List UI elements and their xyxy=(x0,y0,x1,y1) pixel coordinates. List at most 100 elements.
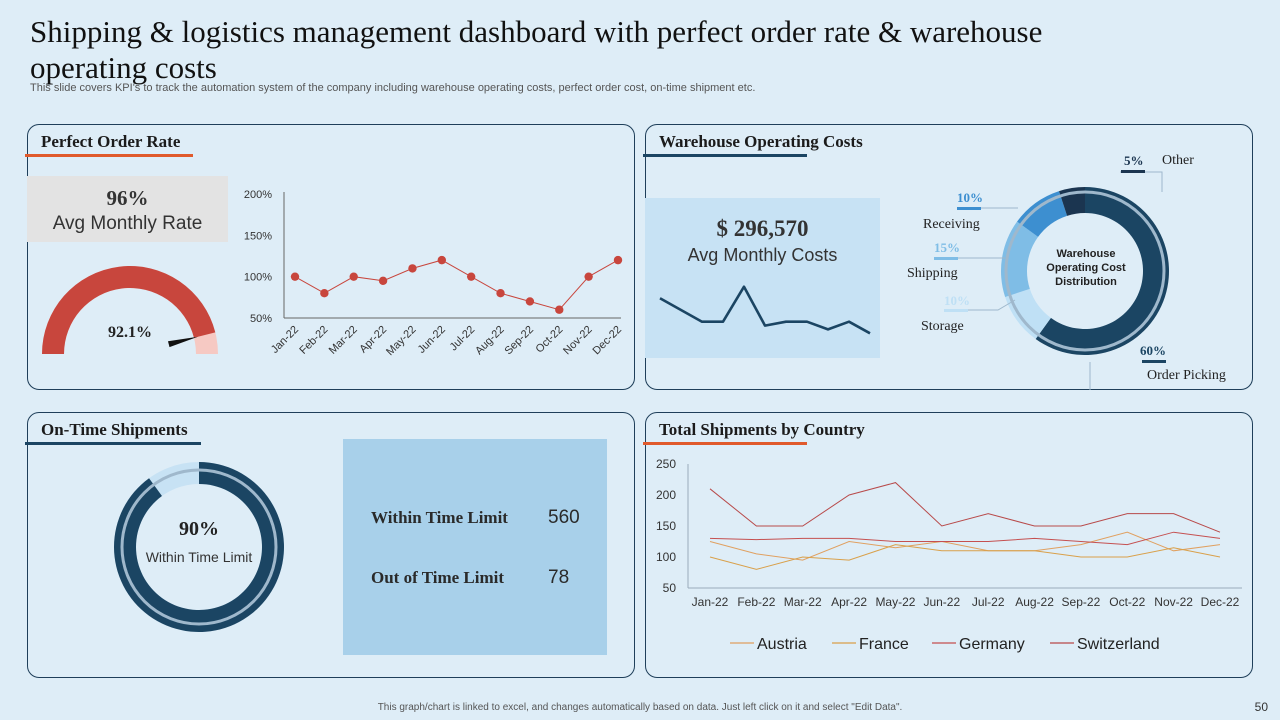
marker-storage xyxy=(944,309,968,312)
por-y-tick: 100% xyxy=(244,272,272,284)
ts-y-tick: 200 xyxy=(656,488,676,502)
perfect-order-chart: 200%150%100%50%Jan-22Feb-22Mar-22Apr-22M… xyxy=(244,189,625,358)
por-point xyxy=(613,255,623,265)
perfect-order-title: Perfect Order Rate xyxy=(41,132,181,151)
ts-x-tick: Dec-22 xyxy=(1201,595,1240,609)
marker-shipping xyxy=(934,257,958,260)
ontime-donut xyxy=(113,462,284,632)
por-point xyxy=(437,255,447,265)
out-label: Out of Time Limit xyxy=(371,568,505,587)
page-number: 50 xyxy=(1254,700,1268,714)
por-x-tick: Aug-22 xyxy=(473,324,507,358)
por-x-tick: Nov-22 xyxy=(561,324,595,358)
cost-box: $ 296,570 Avg Monthly Costs xyxy=(645,198,880,358)
avg-rate-value: 96% xyxy=(106,186,149,210)
ts-x-tick: May-22 xyxy=(875,595,915,609)
por-point xyxy=(584,272,593,281)
ontime-pct-label: Within Time Limit xyxy=(145,549,253,565)
order-picking-pct: 60% xyxy=(1140,343,1166,358)
legend-label-switzerland: Switzerland xyxy=(1077,636,1160,653)
receiving-pct: 10% xyxy=(957,190,983,205)
cost-trend-line xyxy=(659,285,871,335)
donut-slice-shipping xyxy=(1000,221,1039,297)
ts-x-tick: Jan-22 xyxy=(692,595,729,609)
por-point xyxy=(290,272,300,281)
por-series-line xyxy=(294,259,619,311)
gauge-fill xyxy=(42,266,216,354)
ts-y-tick: 50 xyxy=(663,581,677,595)
por-point xyxy=(525,297,535,306)
ts-line-austria xyxy=(709,531,1221,561)
por-point xyxy=(408,264,417,273)
ontime-hole xyxy=(137,485,261,609)
ts-line-germany xyxy=(709,531,1221,546)
por-point xyxy=(349,272,358,281)
donut-leader-lines xyxy=(934,170,1166,390)
perfect-order-panel xyxy=(27,124,635,390)
avg-rate-box: 96% Avg Monthly Rate xyxy=(27,176,228,242)
page-subtitle: This slide covers KPI's to track the aut… xyxy=(30,82,756,94)
within-label: Within Time Limit xyxy=(371,508,508,527)
within-value: 560 xyxy=(548,507,580,528)
legend-label-austria: Austria xyxy=(757,636,807,653)
por-x-tick: May-22 xyxy=(384,324,418,358)
cost-label: Avg Monthly Costs xyxy=(687,245,838,265)
ontime-title: On-Time Shipments xyxy=(41,420,188,439)
ontime-underline xyxy=(25,442,201,445)
ts-y-tick: 100 xyxy=(656,550,676,564)
other-label: Other xyxy=(1162,153,1194,168)
por-point xyxy=(320,289,329,298)
ts-x-tick: Apr-22 xyxy=(831,595,867,609)
marker-other xyxy=(1121,170,1145,173)
gauge-value: 92.1% xyxy=(108,324,152,341)
ts-line-switzerland xyxy=(709,482,1221,533)
ts-y-tick: 150 xyxy=(656,519,676,533)
ontime-summary-box: Within Time Limit 560 Out of Time Limit … xyxy=(343,439,607,655)
donut-slice-storage xyxy=(1005,288,1051,339)
ontime-pct: 90% xyxy=(179,518,219,540)
gauge-needle xyxy=(168,336,198,348)
ts-x-tick: Oct-22 xyxy=(1109,595,1145,609)
receiving-label: Receiving xyxy=(923,217,980,232)
ontime-inner-ring xyxy=(120,468,278,626)
ts-line-france xyxy=(709,544,1221,570)
warehouse-title: Warehouse Operating Costs xyxy=(659,132,863,151)
por-x-tick: Feb-22 xyxy=(297,324,330,357)
perfect-order-underline xyxy=(25,154,193,157)
donut-center-label: Warehouse Operating Cost Distribution xyxy=(1046,248,1126,288)
storage-label: Storage xyxy=(921,319,964,334)
other-pct: 5% xyxy=(1124,153,1144,168)
shipments-title: Total Shipments by Country xyxy=(659,420,865,439)
warehouse-donut xyxy=(1000,187,1170,355)
shipping-label: Shipping xyxy=(907,266,958,281)
marker-order-picking xyxy=(1142,360,1166,363)
legend-label-germany: Germany xyxy=(959,636,1025,653)
legend-label-france: France xyxy=(859,636,909,653)
ts-x-tick: Sep-22 xyxy=(1062,595,1101,609)
donut-inner-ring xyxy=(1004,190,1166,352)
storage-pct: 10% xyxy=(944,293,970,308)
warehouse-underline xyxy=(643,154,807,157)
ts-x-tick: Jun-22 xyxy=(923,595,960,609)
donut-hole xyxy=(1028,214,1142,328)
out-value: 78 xyxy=(548,567,570,588)
ts-x-tick: Feb-22 xyxy=(737,595,775,609)
leader-other xyxy=(1120,171,1163,192)
shipping-pct: 15% xyxy=(934,240,960,255)
por-point xyxy=(496,289,505,298)
cost-trend-chart xyxy=(659,285,871,335)
order-gauge xyxy=(42,266,218,354)
por-x-tick: Dec-22 xyxy=(591,324,625,358)
shipments-panel xyxy=(645,412,1253,678)
por-point xyxy=(555,305,564,314)
cost-value: $ 296,570 xyxy=(716,216,809,241)
avg-rate-label: Avg Monthly Rate xyxy=(52,213,203,234)
footer-note: This graph/chart is linked to excel, and… xyxy=(377,702,903,713)
por-x-tick: Oct-22 xyxy=(534,324,566,356)
por-x-tick: Jun-22 xyxy=(416,324,448,356)
por-point xyxy=(466,272,476,281)
ts-y-tick: 250 xyxy=(656,457,676,471)
por-y-tick: 150% xyxy=(244,230,272,242)
por-y-tick: 50% xyxy=(250,313,272,325)
ts-x-tick: Nov-22 xyxy=(1154,595,1193,609)
